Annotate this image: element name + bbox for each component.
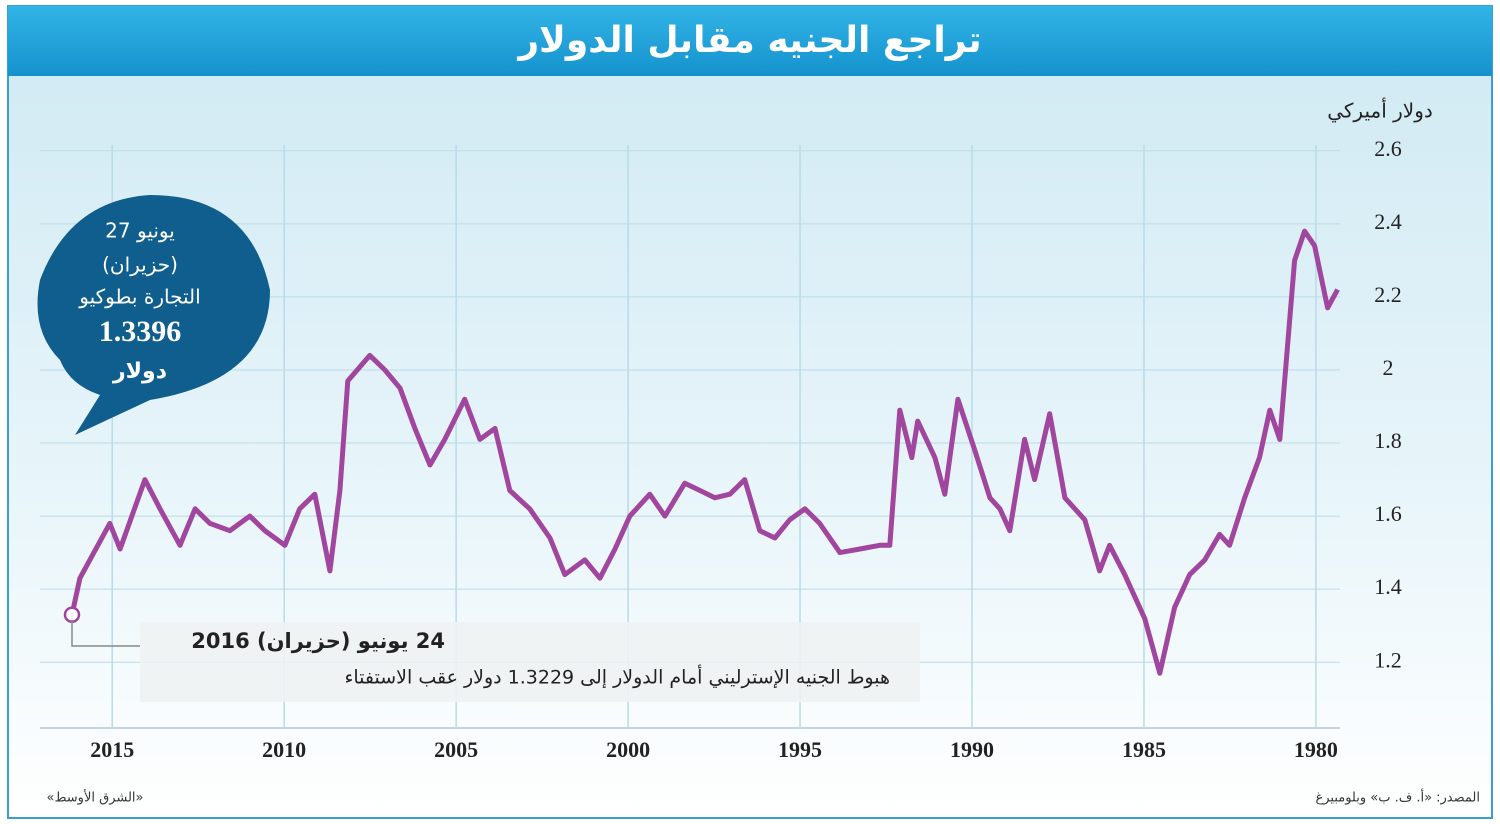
bubble-text: (حزيران): [102, 253, 178, 277]
x-tick-label: 1995: [778, 737, 822, 762]
bubble-value: 1.3396: [99, 315, 182, 348]
bubble-text: 27 يونيو: [105, 219, 175, 243]
line-series: [69, 228, 1340, 676]
x-tick-label: 2015: [90, 737, 134, 762]
start-marker: [63, 606, 81, 623]
x-tick-label: 2005: [434, 737, 478, 762]
credit: «الشرق الأوسط»: [46, 789, 143, 806]
callout-box: [140, 622, 920, 702]
callout-text: هبوط الجنيه الإسترليني أمام الدولار إلى …: [344, 665, 890, 690]
title-bar: [8, 6, 1492, 76]
x-tick-label: 2010: [262, 737, 306, 762]
y-tick-label: 2.4: [1374, 209, 1402, 234]
x-tick-label: 2000: [606, 737, 650, 762]
y-tick-label: 2.6: [1374, 136, 1402, 161]
x-tick-label: 1980: [1294, 737, 1338, 762]
y-tick-label: 2.2: [1374, 282, 1402, 307]
bubble-text: دولار: [112, 359, 167, 384]
y-tick-label: 1.4: [1374, 574, 1402, 599]
y-axis-label: دولار أميركي: [1327, 98, 1433, 124]
x-tick-label: 1990: [950, 737, 994, 762]
bubble: [37, 195, 270, 435]
y-tick-label: 1.8: [1374, 428, 1402, 453]
callout-title: 24 يونيو (حزيران) 2016: [191, 629, 445, 653]
y-tick-label: 1.2: [1374, 647, 1402, 672]
source: المصدر: «أ. ف. ب» وبلومبيرغ: [1315, 789, 1480, 806]
y-tick-label: 2: [1383, 355, 1394, 380]
x-tick-label: 1985: [1122, 737, 1166, 762]
callout-line: [71, 620, 140, 647]
chart-title: تراجع الجنيه مقابل الدولار: [516, 20, 981, 61]
y-tick-label: 1.6: [1374, 501, 1402, 526]
bubble-text: التجارة بطوكيو: [78, 285, 200, 309]
